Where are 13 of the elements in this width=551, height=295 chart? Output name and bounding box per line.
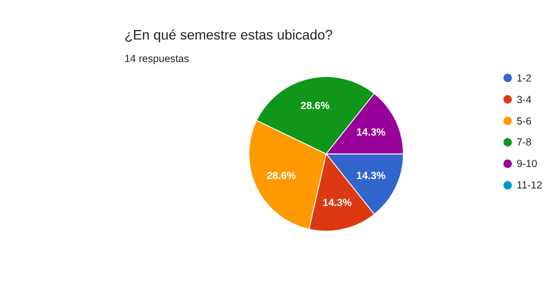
legend-label: 9-10 bbox=[516, 159, 538, 170]
chart-title: ¿En qué semestre estas ubicado? bbox=[124, 28, 334, 43]
legend-label: 1-2 bbox=[516, 73, 532, 84]
data-label: 28.6% bbox=[300, 100, 330, 112]
legend-label: 3-4 bbox=[516, 94, 532, 106]
data-label: 28.6% bbox=[266, 170, 296, 182]
data-label: 14.3% bbox=[322, 198, 352, 209]
data-label: 14.3% bbox=[356, 170, 386, 182]
data-label: 14.3% bbox=[356, 128, 386, 139]
text: 14 respuestas bbox=[124, 54, 190, 66]
legend-label: 7-8 bbox=[516, 138, 532, 149]
legend-label: 5-6 bbox=[516, 116, 532, 128]
legend-label: 11-12 bbox=[516, 180, 542, 192]
